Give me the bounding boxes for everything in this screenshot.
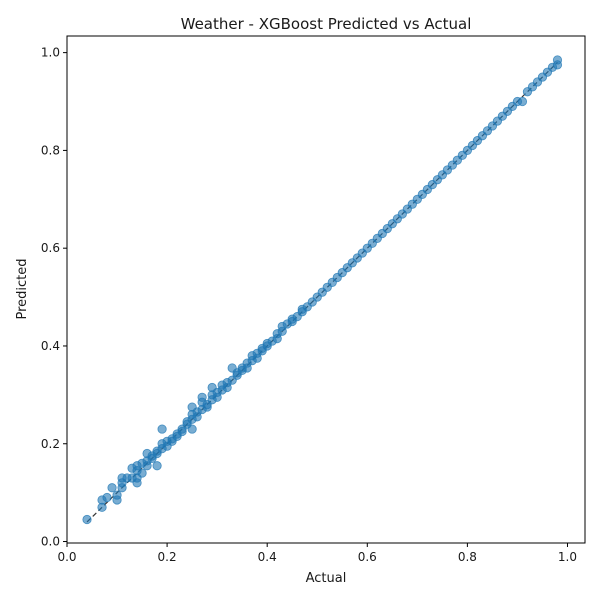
x-tick-label: 1.0 [558, 550, 577, 564]
data-point [517, 96, 528, 107]
data-point [107, 483, 117, 493]
x-tick-label: 0.8 [458, 550, 477, 564]
y-tick-label: 1.0 [41, 46, 60, 60]
y-tick-label: 0.2 [41, 437, 60, 451]
data-point [177, 426, 187, 437]
x-axis-ticks: 0.0 0.2 0.4 0.6 0.8 1.0 [57, 543, 577, 564]
data-point [187, 424, 197, 434]
y-axis-label: Predicted [15, 258, 30, 319]
data-point [152, 461, 162, 471]
data-point [197, 392, 207, 402]
x-axis-label: Actual [306, 571, 347, 586]
y-tick-label: 0.6 [41, 241, 60, 255]
data-point [552, 55, 563, 65]
y-axis-ticks: 0.0 0.2 0.4 0.6 0.8 1.0 [41, 46, 67, 549]
data-point [157, 424, 167, 434]
data-point [102, 492, 112, 503]
y-tick-label: 0.0 [41, 535, 60, 549]
plot-frame [66, 35, 586, 544]
y-tick-label: 0.8 [41, 143, 60, 157]
scatter-points [82, 55, 563, 525]
y-tick-label: 0.4 [41, 339, 60, 353]
x-tick-label: 0.4 [258, 550, 277, 564]
data-point [112, 490, 122, 500]
data-point [82, 514, 92, 525]
x-tick-label: 0.6 [358, 550, 377, 564]
data-point [137, 468, 147, 478]
chart-title: Weather - XGBoost Predicted vs Actual [181, 15, 472, 33]
x-tick-label: 0.2 [158, 550, 177, 564]
x-tick-label: 0.0 [57, 550, 76, 564]
